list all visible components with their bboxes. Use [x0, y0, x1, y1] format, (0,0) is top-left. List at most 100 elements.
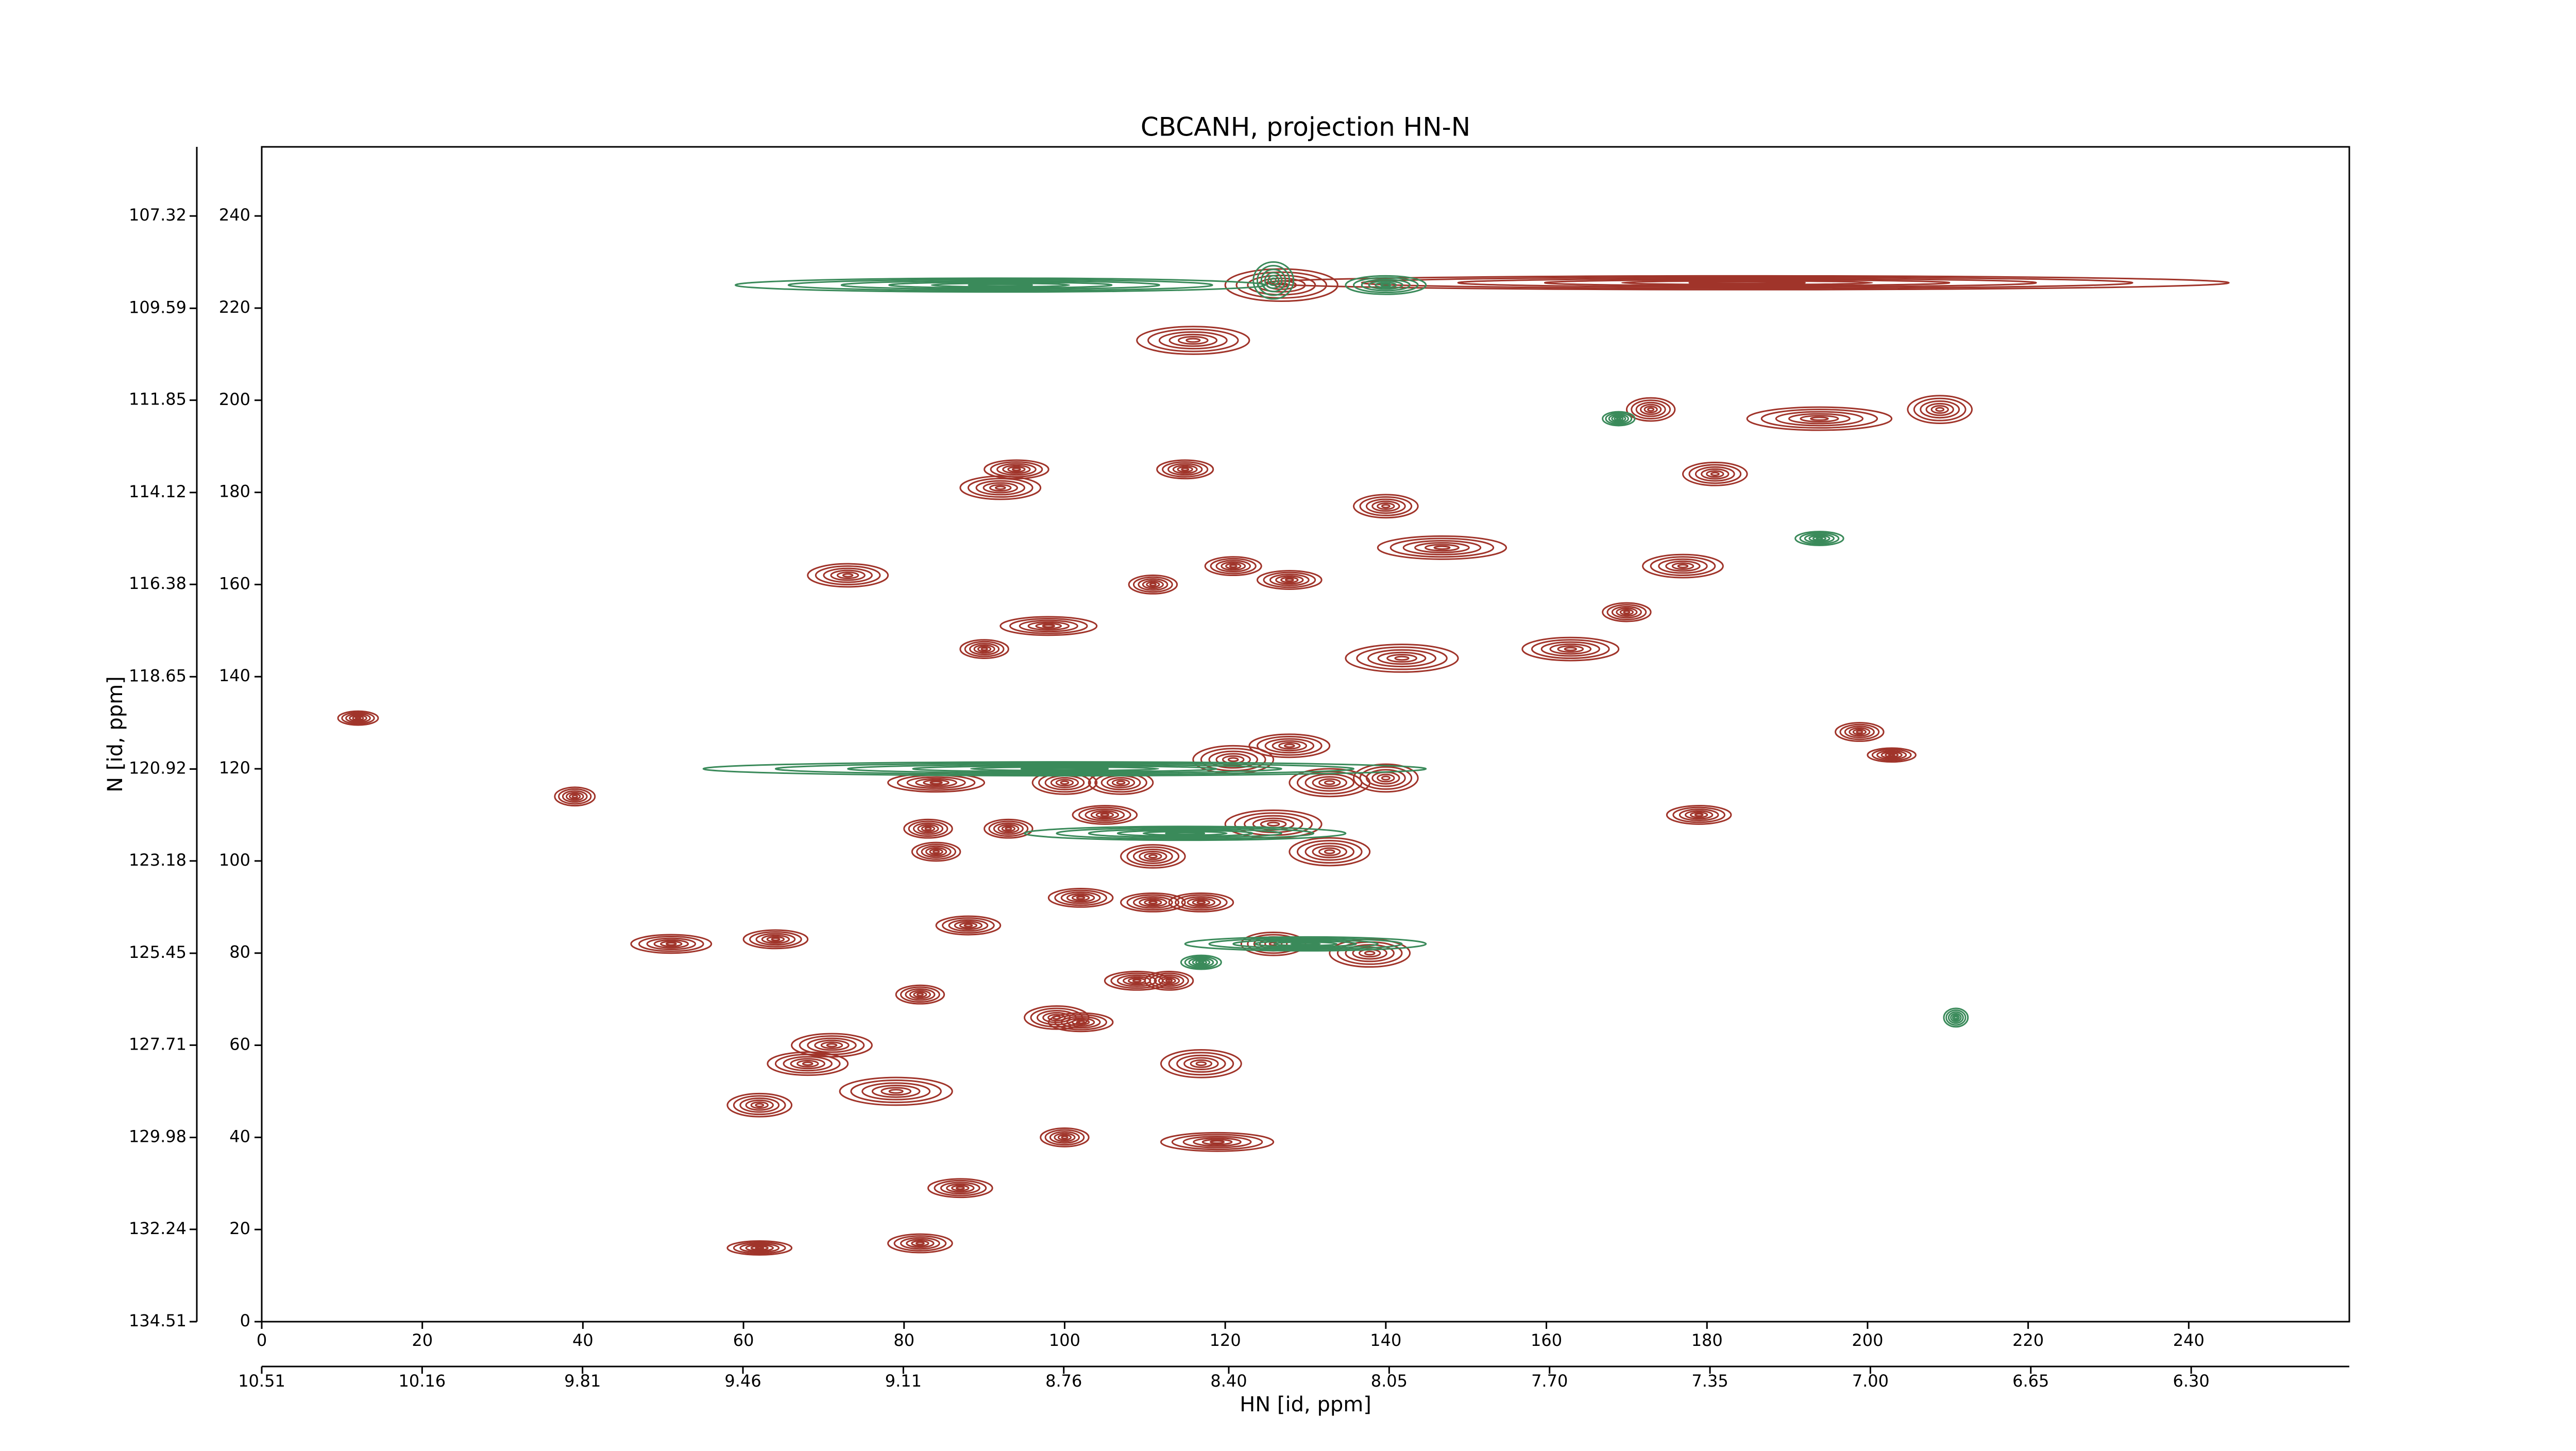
contour-level [1290, 942, 1321, 946]
contour-level [1128, 575, 1178, 595]
contour-level [924, 826, 932, 831]
contour-level [1267, 275, 1280, 286]
contour-level [1625, 397, 1676, 422]
contour-level [1345, 944, 1395, 963]
contour-level [1195, 1061, 1207, 1067]
contour-level [787, 279, 1213, 292]
contour-level [1184, 956, 1218, 969]
contour-level [1364, 950, 1376, 956]
contour-level [1057, 1134, 1072, 1141]
contour-level [871, 1085, 921, 1098]
contour-level [847, 764, 1282, 774]
contour-level [1913, 397, 1967, 421]
contour-level [1132, 849, 1173, 864]
contour-level [1221, 561, 1246, 571]
contour-level [1190, 1059, 1213, 1068]
contour-level [955, 1186, 965, 1190]
contour-level [1273, 941, 1338, 947]
y-tick-label: 40 [229, 1126, 250, 1146]
contour-level [1549, 643, 1592, 655]
contour-level [1256, 265, 1291, 296]
contour-level [745, 1244, 774, 1252]
y-tick-label: 220 [219, 297, 250, 317]
contour-level [337, 710, 379, 726]
contour-level [1688, 464, 1742, 484]
contour-level [984, 459, 1049, 480]
contour-level [1147, 328, 1239, 352]
contour-level [1361, 279, 1411, 292]
contour-level [1361, 276, 2133, 289]
contour-level [1616, 608, 1638, 617]
contour-level [755, 933, 796, 946]
x2-tick-label: 9.11 [885, 1371, 922, 1391]
contour-level [988, 820, 1029, 837]
contour-level [1240, 931, 1307, 956]
contour-level [930, 282, 1071, 288]
y-tick-label: 20 [229, 1219, 250, 1238]
contour-level [749, 931, 802, 948]
y2-tick-label: 120.92 [129, 758, 187, 778]
contour-level [1142, 580, 1164, 589]
contour-level [997, 824, 1020, 834]
contour-level [1019, 619, 1078, 633]
contour-level [1009, 618, 1088, 634]
contour-level [1168, 892, 1234, 913]
contour-level [733, 1095, 786, 1116]
contour-level [1176, 1054, 1226, 1073]
contour-level [911, 841, 961, 862]
contour-level [1611, 415, 1626, 423]
contour-level [1606, 604, 1647, 620]
x2-tick-label: 6.65 [2012, 1371, 2049, 1391]
contour-level [942, 917, 995, 934]
contour-level [929, 781, 943, 785]
contour-level [1608, 413, 1630, 424]
y2-tick-label: 123.18 [129, 850, 187, 870]
x-tick-label: 140 [1370, 1330, 1401, 1350]
contour-level [1066, 893, 1095, 903]
contour-level [1168, 1052, 1234, 1076]
contour-level [1775, 411, 1864, 427]
contour-level [1158, 331, 1228, 350]
contour-level [1605, 412, 1633, 425]
contour-level [1060, 891, 1101, 904]
contour-level [1614, 416, 1624, 421]
contour-level [1138, 578, 1168, 591]
contour-level [1144, 899, 1162, 906]
y2-tick-label: 114.12 [129, 482, 187, 501]
x-tick-label: 200 [1852, 1330, 1883, 1350]
contour-level [1184, 936, 1427, 952]
contour-level [915, 778, 957, 787]
contour-level [1425, 544, 1460, 552]
y-tick-label: 160 [219, 573, 250, 593]
contour-level [1148, 900, 1158, 904]
contour-level [1165, 832, 1206, 835]
contour-level [1377, 535, 1507, 560]
x-axis-label: HN [id, ppm] [1240, 1393, 1371, 1416]
contour-level [1318, 847, 1341, 856]
contour-level [1324, 780, 1335, 785]
contour-level [1266, 821, 1280, 827]
contour-level [1090, 810, 1120, 820]
contour-level [951, 1185, 970, 1191]
contour-level [1283, 744, 1295, 748]
y2-tick-label: 109.59 [129, 297, 187, 317]
contour-level [1368, 280, 1404, 290]
contour-level [1682, 461, 1748, 486]
y-tick-label: 0 [240, 1311, 250, 1330]
contour-level [354, 716, 362, 720]
contour-level [923, 779, 950, 786]
contour-level [1544, 279, 1951, 286]
contour-level [646, 937, 697, 951]
x-tick-label: 80 [893, 1330, 914, 1350]
contour-level [1100, 813, 1110, 817]
contour-level [826, 1043, 838, 1048]
contour-level [973, 644, 995, 654]
x2-tick-label: 10.51 [238, 1371, 285, 1391]
contour-level [1920, 400, 1960, 419]
contour-level [1054, 889, 1108, 906]
contour-level [1210, 558, 1257, 575]
x2-tick-label: 7.00 [1852, 1371, 1889, 1391]
contour-level [1149, 582, 1157, 587]
contour-level [1076, 1020, 1086, 1024]
contour-level [1126, 846, 1180, 867]
